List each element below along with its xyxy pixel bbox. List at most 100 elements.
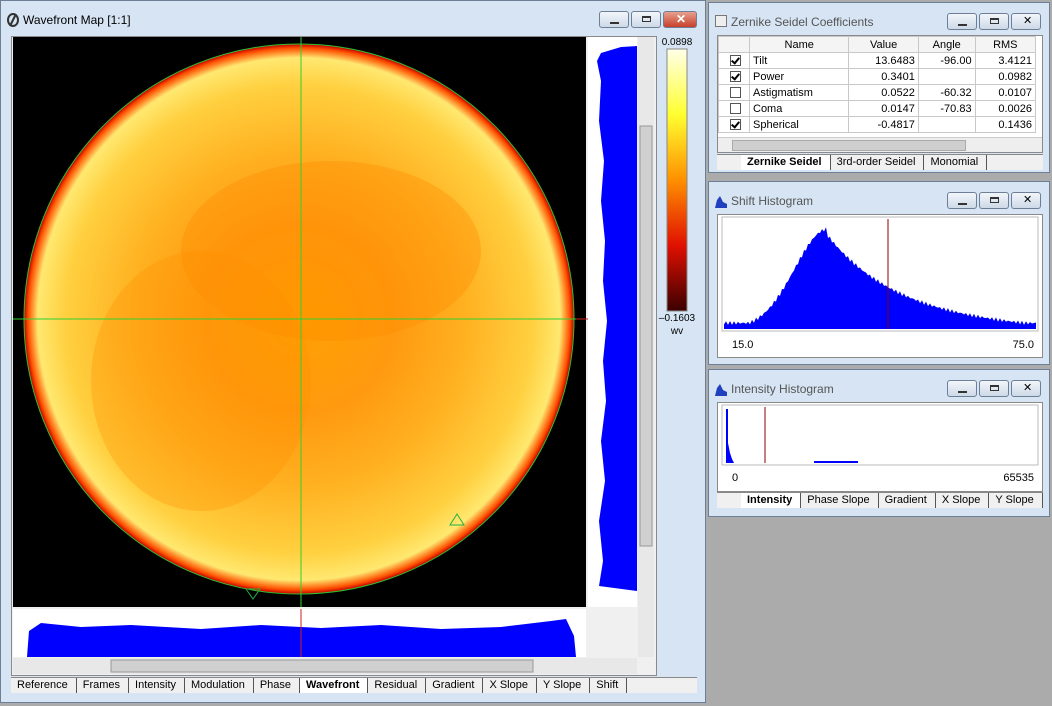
- tab[interactable]: Residual: [368, 678, 427, 693]
- tab-bar: Zernike Seidel 3rd-order Seidel Monomial: [717, 154, 1043, 170]
- profile-v: [597, 46, 637, 591]
- maximize-button[interactable]: [979, 13, 1009, 30]
- axis-max: 75.0: [1013, 339, 1034, 351]
- check-cell: [718, 100, 750, 117]
- h-scroll-thumb[interactable]: [110, 659, 534, 673]
- maximize-button[interactable]: [631, 11, 661, 28]
- table-row: Power 0.3401 0.0982: [718, 68, 1037, 85]
- check-cell: [718, 52, 750, 69]
- window-title: Wavefront Map [1:1]: [23, 13, 131, 27]
- tab[interactable]: Monomial: [924, 155, 988, 170]
- tab-bar: Reference Frames Intensity Modulation Phase W…: [11, 677, 697, 693]
- maximize-button[interactable]: [979, 192, 1009, 209]
- angle-cell: -70.83: [917, 100, 976, 117]
- checkbox[interactable]: [730, 103, 741, 114]
- app-icon: [715, 384, 727, 396]
- tab[interactable]: Y Slope: [537, 678, 591, 693]
- table-row: Coma 0.0147 -70.83 0.0026: [718, 100, 1037, 117]
- angle-cell: -96.00: [917, 52, 976, 69]
- window-title: Zernike Seidel Coefficients: [731, 15, 874, 29]
- tab[interactable]: Phase Slope: [801, 493, 879, 508]
- table-row: Astigmatism 0.0522 -60.32 0.0107: [718, 84, 1037, 101]
- histogram-panel: 0 65535: [717, 402, 1043, 492]
- coefficients-table: Name Value Angle RMS Tilt 13.6483 -96.00 3.4121…: [718, 36, 1037, 133]
- tab[interactable]: Intensity: [741, 493, 802, 508]
- histogram-bars: [724, 227, 1036, 329]
- check-cell: [718, 116, 750, 133]
- minimize-button[interactable]: [947, 192, 977, 209]
- wavefront-window: Wavefront Map [1:1] ✕: [0, 0, 706, 703]
- window-title: Intensity Histogram: [731, 382, 834, 396]
- texture: [91, 251, 311, 511]
- colorbar-unit: wv: [670, 326, 683, 337]
- zernike-window: Zernike Seidel Coefficients ✕ Name Value A…: [708, 2, 1050, 173]
- tab[interactable]: Reference: [11, 678, 77, 693]
- maximize-button[interactable]: [979, 380, 1009, 397]
- close-button[interactable]: ✕: [1011, 192, 1041, 209]
- check-cell: [718, 68, 750, 85]
- tab[interactable]: X Slope: [936, 493, 990, 508]
- tab[interactable]: Frames: [77, 678, 130, 693]
- rms-cell: 3.4121: [974, 52, 1037, 69]
- intensity-histogram: 0 65535: [721, 404, 1039, 484]
- minimize-button[interactable]: [599, 11, 629, 28]
- minimize-button[interactable]: [947, 13, 977, 30]
- tab[interactable]: 3rd-order Seidel: [831, 155, 925, 170]
- axis-max: 65535: [1003, 472, 1034, 484]
- h-scrollbar[interactable]: [718, 137, 1042, 152]
- window-title: Shift Histogram: [731, 194, 814, 208]
- v-scroll-thumb[interactable]: [639, 125, 653, 547]
- scroll-thumb[interactable]: [732, 140, 966, 151]
- checkbox[interactable]: [730, 87, 741, 98]
- tab[interactable]: Gradient: [879, 493, 936, 508]
- histogram-bars: [814, 461, 858, 463]
- table-panel: Name Value Angle RMS Tilt 13.6483 -96.00 3.4121…: [717, 35, 1043, 153]
- name-cell: Tilt: [748, 52, 850, 69]
- rms-cell: 0.0107: [974, 84, 1037, 101]
- value-cell: 0.3401: [848, 68, 919, 85]
- tab[interactable]: Wavefront: [300, 678, 369, 693]
- rms-cell: 0.0982: [974, 68, 1037, 85]
- tab[interactable]: Zernike Seidel: [741, 155, 831, 170]
- colorbar: [666, 48, 688, 312]
- tab[interactable]: Y Slope: [989, 493, 1043, 508]
- close-button[interactable]: ✕: [663, 11, 697, 28]
- angle-cell: -60.32: [917, 84, 976, 101]
- checkbox[interactable]: [730, 119, 741, 130]
- tab[interactable]: Intensity: [129, 678, 186, 693]
- name-cell: Astigmatism: [748, 84, 850, 101]
- value-cell: 13.6483: [848, 52, 919, 69]
- plot-area: [721, 404, 1039, 466]
- rms-cell: 0.0026: [974, 100, 1037, 117]
- texture: [181, 161, 481, 341]
- histogram-panel: 15.0 75.0: [717, 214, 1043, 358]
- header-row: Name Value Angle RMS: [718, 36, 1037, 53]
- marker: [449, 513, 465, 526]
- colorbar-max: 0.0898: [662, 37, 693, 48]
- axis-min: 15.0: [732, 339, 753, 351]
- header-cell: Name: [748, 36, 850, 53]
- rms-cell: 0.1436: [974, 116, 1037, 133]
- app-icon: [715, 196, 727, 208]
- close-button[interactable]: ✕: [1011, 13, 1041, 30]
- minimize-button[interactable]: [947, 380, 977, 397]
- tab[interactable]: Shift: [590, 678, 628, 693]
- intensity-window: Intensity Histogram ✕ 0 65535 Intensity P…: [708, 369, 1050, 517]
- tab[interactable]: Phase: [254, 678, 301, 693]
- tab[interactable]: Modulation: [185, 678, 254, 693]
- name-cell: Power: [748, 68, 850, 85]
- shift-window: Shift Histogram ✕ 15.0 75.0: [708, 181, 1050, 365]
- colorbar-min: –0.1603: [659, 313, 696, 324]
- tab[interactable]: Gradient: [426, 678, 484, 693]
- checkbox[interactable]: [730, 71, 741, 82]
- close-button[interactable]: ✕: [1011, 380, 1041, 397]
- table-row: Spherical -0.4817 0.1436: [718, 116, 1037, 133]
- shift-histogram: 15.0 75.0: [721, 216, 1039, 351]
- name-cell: Coma: [748, 100, 850, 117]
- tab[interactable]: X Slope: [483, 678, 537, 693]
- checkbox[interactable]: [730, 55, 741, 66]
- header-cell: Angle: [917, 36, 976, 53]
- wavefront-graphics: 0.0898 –0.1603 wv: [13, 37, 696, 674]
- tab-bar: Intensity Phase Slope Gradient X Slope Y Slo…: [717, 492, 1043, 508]
